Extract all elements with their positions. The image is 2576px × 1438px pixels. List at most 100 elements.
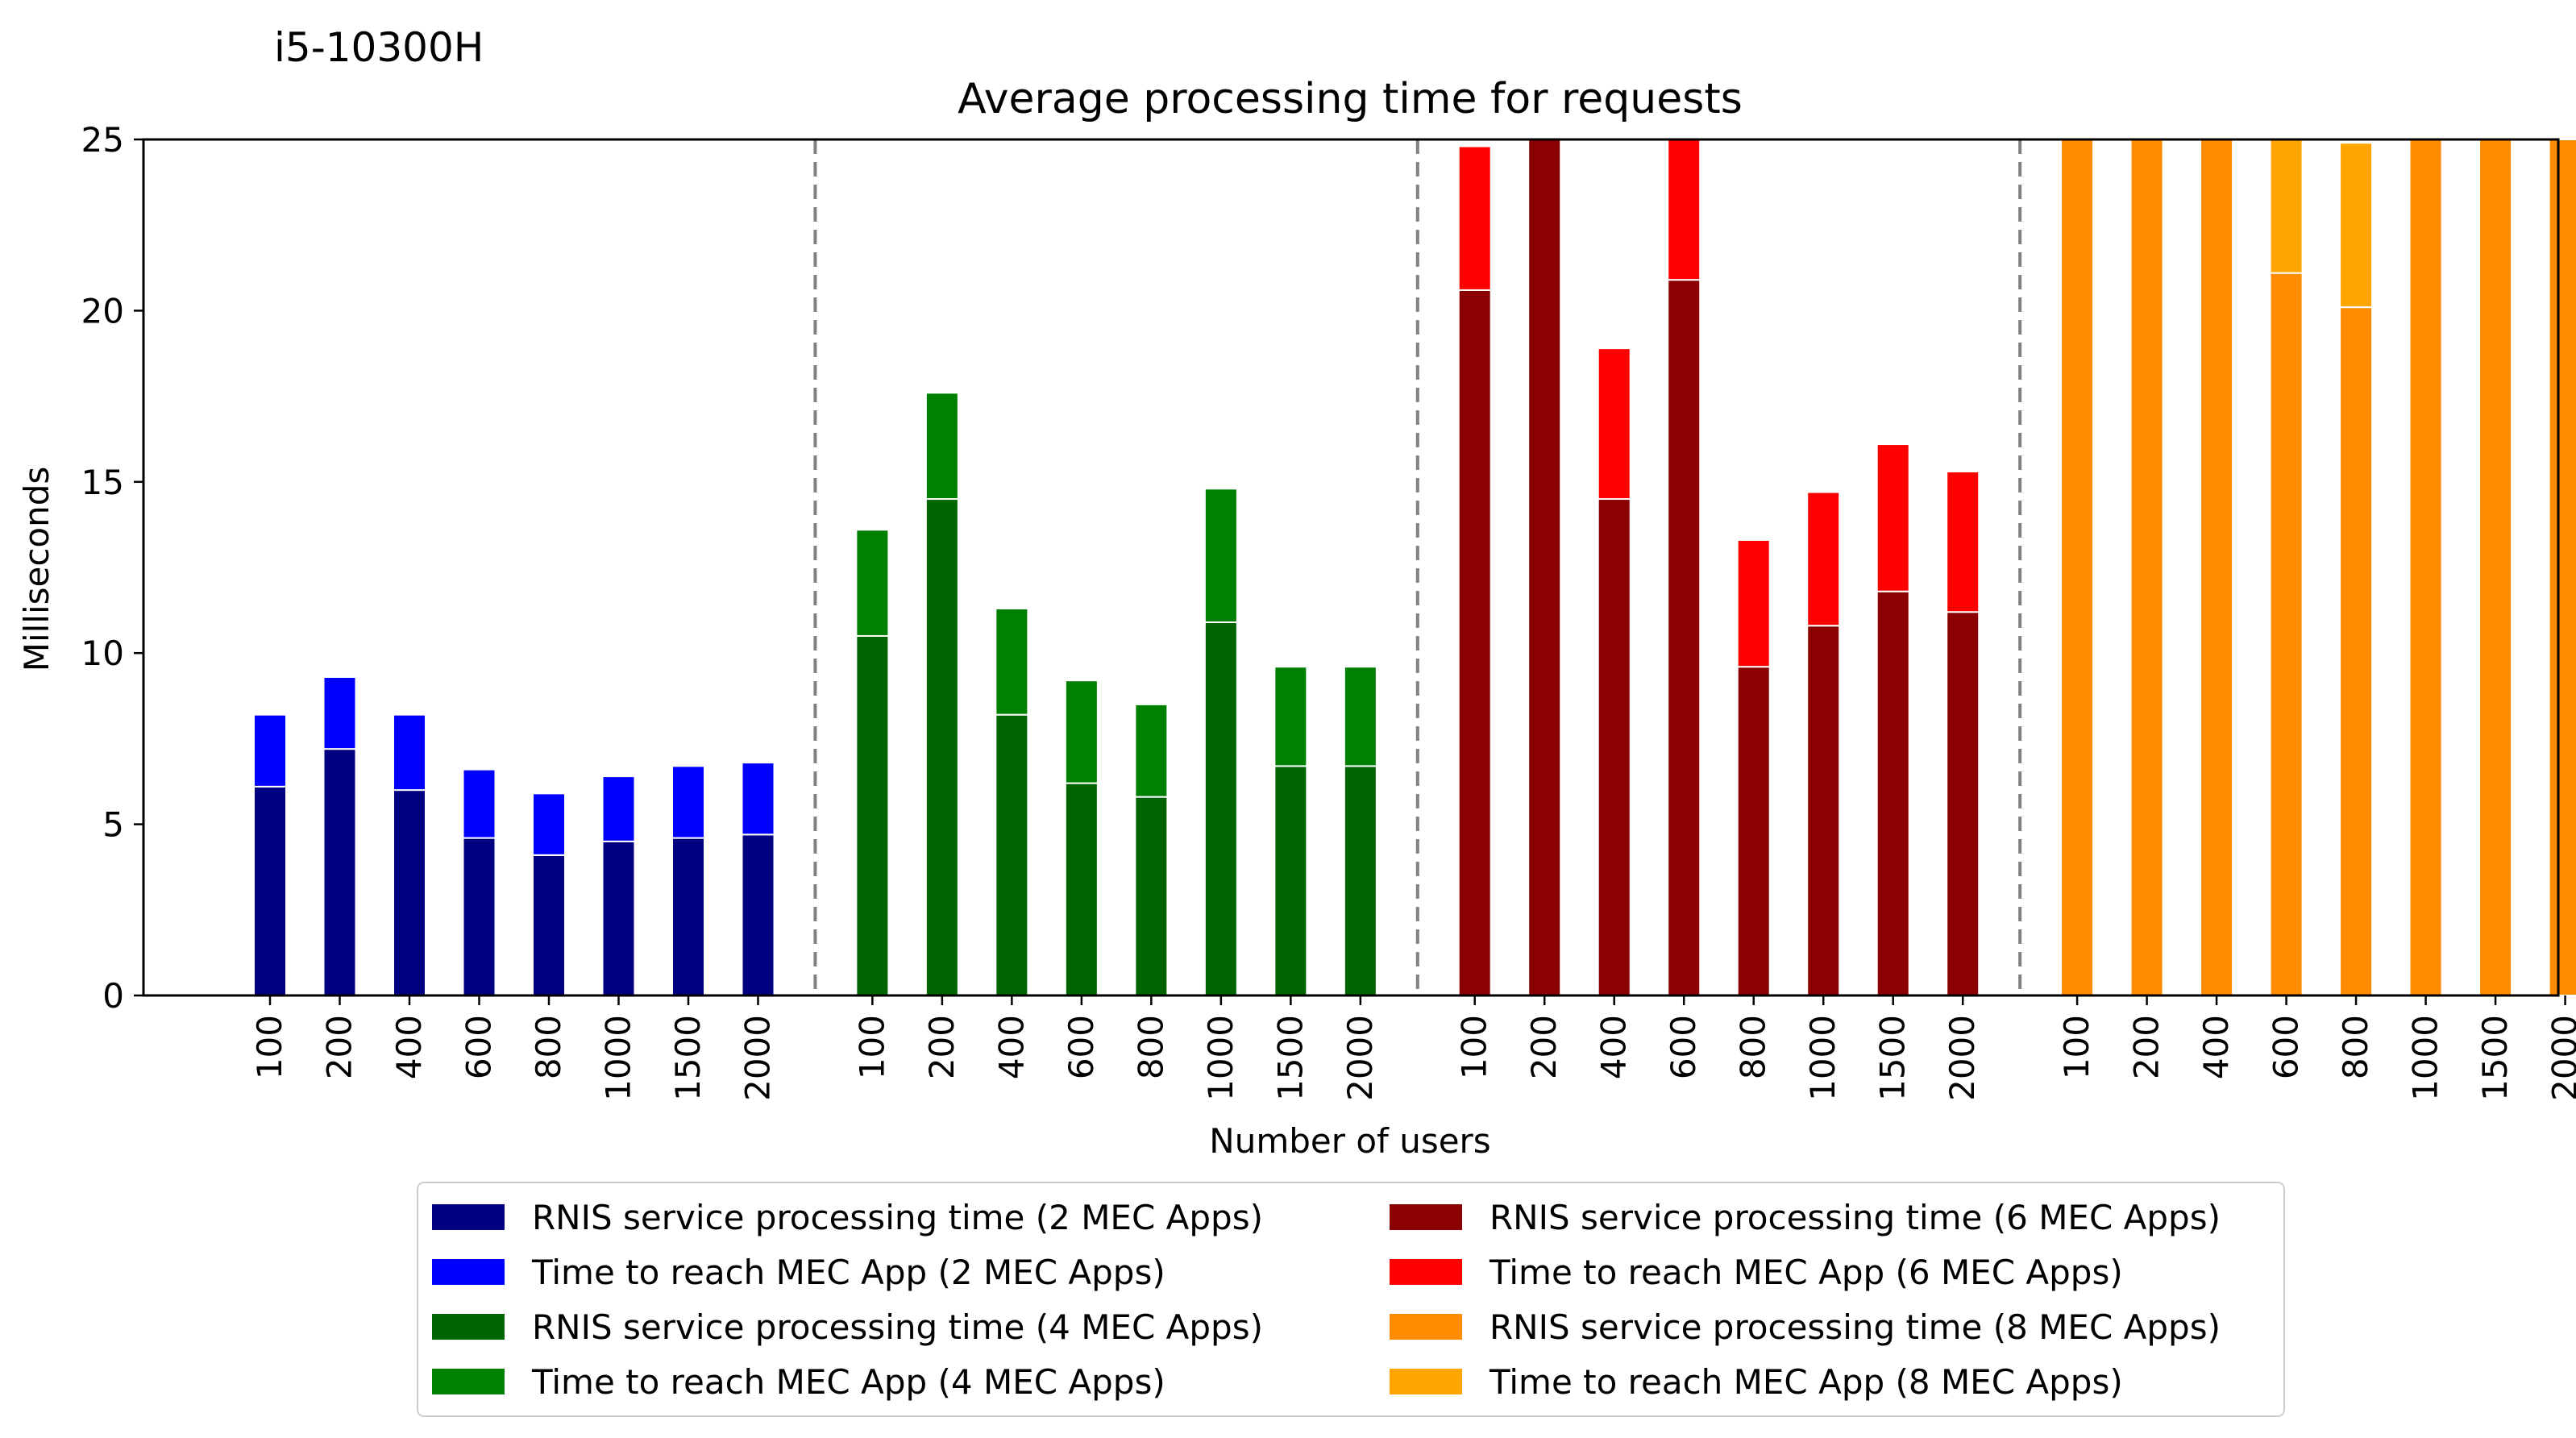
bar-rnis-6-mec-apps-600: [1667, 279, 1701, 996]
x-tick-label: 200: [922, 1015, 962, 1079]
bar-rnis-2-mec-apps-400: [393, 789, 426, 996]
bar-reach-4-mec-apps-800: [1134, 703, 1169, 798]
legend-label: RNIS service processing time (2 MEC Apps…: [532, 1198, 1263, 1237]
bar-reach-4-mec-apps-1000: [1203, 488, 1238, 623]
bar-reach-4-mec-apps-400: [995, 607, 1029, 716]
x-tick-label: 1500: [668, 1015, 708, 1101]
legend-swatch: [1390, 1259, 1462, 1285]
x-axis-label: Number of users: [1209, 1121, 1490, 1161]
bar-reach-4-mec-apps-600: [1064, 680, 1099, 784]
cpu-label: i5-10300H: [274, 24, 484, 71]
legend-swatch: [432, 1259, 505, 1285]
bar-rnis-6-mec-apps-400: [1597, 498, 1631, 996]
x-tick-label: 100: [2057, 1015, 2096, 1079]
bar-rnis-8-mec-apps-2000: [2548, 139, 2576, 996]
bar-rnis-6-mec-apps-100: [1457, 289, 1492, 996]
bar-reach-2-mec-apps-600: [462, 768, 497, 839]
legend-label: RNIS service processing time (4 MEC Apps…: [532, 1307, 1263, 1347]
bar-rnis-8-mec-apps-100: [2060, 139, 2095, 996]
plot-frame: [142, 138, 2560, 997]
bar-reach-4-mec-apps-200: [924, 392, 959, 501]
y-tick-label: 25: [81, 120, 124, 160]
bar-rnis-6-mec-apps-2000: [1946, 611, 1980, 996]
bar-rnis-4-mec-apps-100: [855, 634, 890, 997]
legend-swatch: [432, 1204, 505, 1230]
x-tick-label: 2000: [1942, 1015, 1982, 1101]
legend-box: [417, 1182, 2285, 1417]
bar-reach-2-mec-apps-200: [322, 675, 357, 750]
y-tick-label: 5: [102, 805, 124, 845]
bar-rnis-4-mec-apps-200: [924, 498, 959, 996]
bar-rnis-8-mec-apps-400: [2200, 139, 2234, 996]
x-tick-label: 600: [1664, 1015, 1703, 1079]
bar-rnis-8-mec-apps-800: [2339, 306, 2374, 997]
bar-rnis-4-mec-apps-400: [995, 713, 1029, 996]
y-tick-label: 20: [81, 291, 124, 330]
bar-reach-6-mec-apps-800: [1736, 539, 1771, 668]
bar-reach-2-mec-apps-800: [532, 792, 566, 856]
bar-rnis-2-mec-apps-800: [532, 854, 566, 997]
bar-rnis-2-mec-apps-600: [462, 837, 497, 997]
bar-reach-6-mec-apps-1000: [1806, 491, 1841, 627]
bar-rnis-4-mec-apps-2000: [1343, 765, 1377, 996]
x-tick-label: 400: [389, 1015, 429, 1079]
y-axis-label: Milliseconds: [17, 467, 56, 672]
x-tick-label: 800: [529, 1015, 568, 1079]
legend-swatch: [432, 1314, 505, 1340]
bar-rnis-2-mec-apps-200: [322, 748, 357, 996]
bar-reach-6-mec-apps-1500: [1876, 443, 1910, 592]
bar-reach-6-mec-apps-400: [1597, 347, 1631, 501]
bar-reach-6-mec-apps-600: [1667, 139, 1701, 281]
bar-reach-2-mec-apps-100: [253, 713, 287, 788]
x-tick-label: 1500: [2475, 1015, 2515, 1101]
bar-reach-2-mec-apps-1500: [671, 765, 705, 839]
bar-reach-6-mec-apps-100: [1457, 145, 1492, 291]
legend-swatch: [1390, 1204, 1462, 1230]
bar-reach-8-mec-apps-800: [2339, 142, 2374, 309]
legend-label: Time to reach MEC App (2 MEC Apps): [531, 1253, 1165, 1292]
bar-reach-6-mec-apps-2000: [1946, 471, 1980, 613]
bar-rnis-8-mec-apps-1500: [2478, 139, 2513, 996]
x-tick-label: 1500: [1270, 1015, 1310, 1101]
bar-rnis-4-mec-apps-600: [1064, 782, 1099, 997]
bar-rnis-4-mec-apps-1500: [1273, 765, 1308, 996]
bar-rnis-6-mec-apps-800: [1736, 666, 1771, 997]
x-tick-label: 600: [459, 1015, 499, 1079]
legend-label: Time to reach MEC App (8 MEC Apps): [1489, 1362, 2123, 1402]
bar-rnis-2-mec-apps-1000: [601, 840, 636, 996]
bar-reach-2-mec-apps-1000: [601, 775, 636, 842]
bar-rnis-4-mec-apps-800: [1134, 796, 1169, 997]
x-tick-label: 1500: [1873, 1015, 1913, 1101]
bar-rnis-2-mec-apps-2000: [741, 833, 775, 996]
y-tick-label: 10: [81, 634, 124, 673]
bar-rnis-8-mec-apps-200: [2129, 139, 2164, 996]
bar-rnis-8-mec-apps-600: [2269, 272, 2304, 996]
x-tick-label: 200: [320, 1015, 359, 1079]
legend-label: Time to reach MEC App (6 MEC Apps): [1489, 1253, 2123, 1292]
bar-reach-2-mec-apps-2000: [741, 762, 775, 836]
y-tick-label: 0: [102, 976, 124, 1016]
x-tick-label: 800: [1131, 1015, 1170, 1079]
x-tick-label: 1000: [1803, 1015, 1843, 1101]
bar-reach-8-mec-apps-600: [2269, 139, 2304, 274]
x-tick-label: 100: [852, 1015, 891, 1079]
x-tick-label: 100: [1455, 1015, 1494, 1079]
x-tick-label: 2000: [2545, 1015, 2576, 1101]
bar-reach-2-mec-apps-400: [393, 713, 426, 792]
legend: RNIS service processing time (2 MEC Apps…: [417, 1182, 2285, 1417]
x-tick-label: 400: [991, 1015, 1031, 1079]
x-tick-label: 2000: [738, 1015, 778, 1101]
x-tick-label: 1000: [599, 1015, 638, 1101]
bar-rnis-6-mec-apps-200: [1527, 139, 1562, 996]
x-tick-label: 600: [1062, 1015, 1101, 1079]
bar-reach-4-mec-apps-2000: [1343, 666, 1377, 767]
legend-label: RNIS service processing time (8 MEC Apps…: [1490, 1307, 2221, 1347]
x-tick-label: 400: [2196, 1015, 2236, 1079]
y-tick-label: 15: [81, 463, 124, 502]
x-tick-label: 800: [2336, 1015, 2375, 1079]
x-tick-label: 1000: [1201, 1015, 1240, 1101]
legend-label: Time to reach MEC App (4 MEC Apps): [531, 1362, 1165, 1402]
bar-rnis-4-mec-apps-1000: [1203, 621, 1238, 997]
bar-rnis-2-mec-apps-100: [253, 785, 287, 996]
